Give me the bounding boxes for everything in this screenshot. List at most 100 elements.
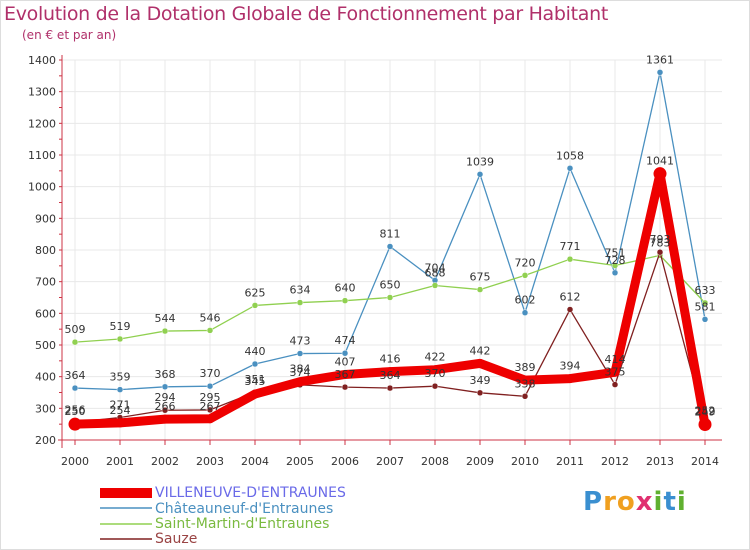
data-label-chateauneuf: 602: [515, 294, 536, 307]
data-label-chateauneuf: 728: [605, 254, 626, 267]
x-tick-label: 2005: [286, 455, 314, 468]
data-point-villeneuve: [653, 167, 667, 181]
data-label-sauze: 793: [650, 233, 671, 246]
data-point-saintmartin: [701, 299, 709, 307]
x-tick-label: 2007: [376, 455, 404, 468]
data-point-chateauneuf: [71, 384, 79, 392]
data-point-sauze: [566, 306, 574, 313]
data-label-villeneuve: 407: [335, 355, 356, 368]
data-label-villeneuve: 389: [515, 361, 536, 374]
data-point-villeneuve: [205, 414, 215, 424]
data-label-chateauneuf: 1058: [556, 149, 584, 162]
x-tick-label: 2006: [331, 455, 359, 468]
data-label-chateauneuf: 811: [380, 228, 401, 241]
logo-char: i: [676, 487, 687, 517]
y-tick-label: 600: [35, 307, 56, 320]
x-tick-label: 2002: [151, 455, 179, 468]
y-tick-label: 1400: [28, 54, 56, 67]
data-point-villeneuve: [610, 367, 620, 377]
y-tick-label: 800: [35, 244, 56, 257]
data-point-villeneuve: [430, 365, 440, 375]
data-label-chateauneuf: 359: [110, 371, 131, 384]
x-tick-label: 2000: [61, 455, 89, 468]
logo-char: o: [616, 487, 636, 517]
data-point-saintmartin: [566, 255, 574, 263]
data-label-saintmartin: 519: [110, 320, 131, 333]
data-point-villeneuve: [385, 367, 395, 377]
logo-char: x: [635, 487, 654, 517]
data-point-saintmartin: [161, 327, 169, 335]
data-point-chateauneuf: [341, 349, 349, 357]
data-label-sauze: 375: [605, 366, 626, 379]
y-tick-label: 1100: [28, 149, 56, 162]
data-label-villeneuve: 1041: [646, 155, 674, 168]
x-tick-label: 2013: [646, 455, 674, 468]
data-label-chateauneuf: 704: [425, 261, 446, 274]
data-label-saintmartin: 544: [155, 312, 176, 325]
data-point-chateauneuf: [476, 171, 484, 178]
chart-title: Evolution de la Dotation Globale de Fonc…: [4, 3, 609, 25]
proxiti-logo: Proxiti: [583, 487, 687, 517]
data-point-saintmartin: [431, 282, 439, 289]
data-label-sauze: 294: [155, 391, 176, 404]
data-label-chateauneuf: 474: [335, 334, 356, 347]
data-label-villeneuve: 414: [605, 353, 626, 366]
data-point-villeneuve: [475, 358, 485, 368]
data-label-chateauneuf: 1039: [466, 155, 494, 168]
data-label-sauze: 349: [470, 374, 491, 387]
data-point-chateauneuf: [116, 386, 124, 393]
data-point-saintmartin: [611, 262, 619, 269]
data-point-chateauneuf: [611, 269, 619, 277]
data-label-villeneuve: 384: [290, 363, 311, 376]
y-tick-label: 900: [35, 212, 56, 225]
legend-label-villeneuve: VILLENEUVE-D'ENTRAUNES: [155, 485, 346, 501]
data-point-sauze: [431, 382, 439, 390]
y-tick-label: 500: [35, 339, 56, 352]
data-label-saintmartin: 688: [425, 266, 446, 279]
x-tick-label: 2008: [421, 455, 449, 468]
data-label-saintmartin: 640: [335, 282, 356, 295]
data-label-sauze: 370: [425, 367, 446, 380]
y-tick-label: 300: [35, 402, 56, 415]
data-label-saintmartin: 509: [65, 323, 86, 336]
legend-swatch-villeneuve: [100, 488, 152, 498]
x-tick-label: 2011: [556, 455, 584, 468]
data-label-villeneuve: 249: [695, 405, 716, 418]
data-point-saintmartin: [476, 286, 484, 293]
data-label-chateauneuf: 440: [245, 345, 266, 358]
data-point-villeneuve: [565, 374, 575, 384]
y-tick-label: 200: [35, 434, 56, 447]
x-tick-label: 2001: [106, 455, 134, 468]
logo-char: P: [583, 487, 604, 517]
data-label-saintmartin: 720: [515, 256, 536, 269]
data-point-saintmartin: [71, 338, 79, 346]
data-label-saintmartin: 675: [470, 271, 491, 284]
y-tick-label: 1000: [28, 181, 56, 194]
data-label-chateauneuf: 473: [290, 335, 311, 348]
data-label-sauze: 252: [695, 405, 716, 418]
data-label-chateauneuf: 581: [695, 300, 716, 313]
data-point-chateauneuf: [566, 165, 574, 172]
data-point-villeneuve: [698, 417, 712, 431]
data-point-sauze: [341, 383, 349, 391]
chart-subtitle: (en € et par an): [22, 28, 117, 42]
data-point-chateauneuf: [296, 350, 304, 357]
x-tick-label: 2009: [466, 455, 494, 468]
data-label-sauze: 271: [110, 399, 131, 412]
data-label-villeneuve: 422: [425, 351, 446, 364]
data-point-saintmartin: [296, 299, 304, 306]
data-point-villeneuve: [340, 369, 350, 379]
data-point-chateauneuf: [161, 383, 169, 391]
x-tick-label: 2014: [691, 455, 719, 468]
legend-label-saintmartin: Saint-Martin-d'Entraunes: [155, 516, 330, 532]
data-label-saintmartin: 751: [605, 247, 626, 260]
data-label-villeneuve: 442: [470, 344, 491, 357]
data-label-saintmartin: 771: [560, 240, 581, 253]
data-point-chateauneuf: [251, 360, 259, 368]
data-point-chateauneuf: [386, 243, 394, 250]
data-point-villeneuve: [295, 377, 305, 387]
x-tick-label: 2003: [196, 455, 224, 468]
data-point-chateauneuf: [656, 69, 664, 76]
